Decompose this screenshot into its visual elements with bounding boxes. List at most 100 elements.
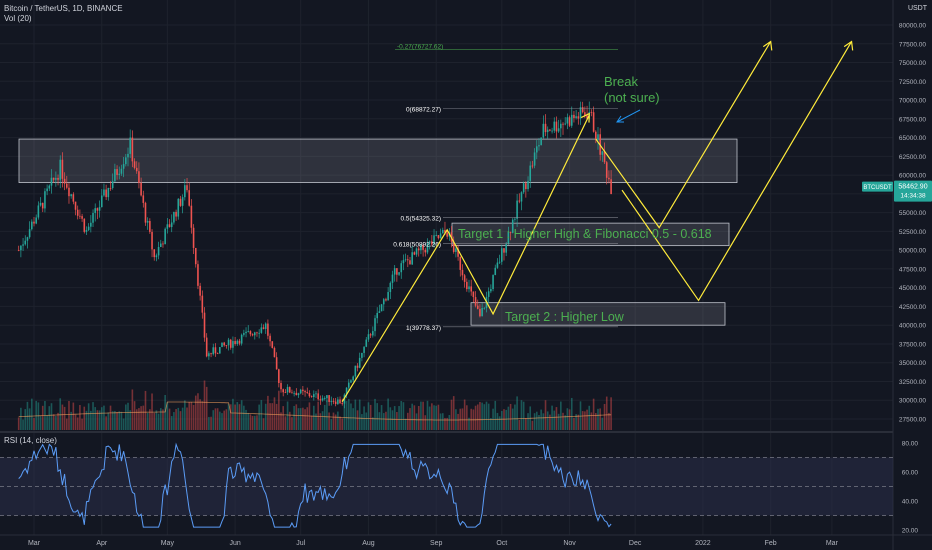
candle-body [122, 164, 125, 169]
volume-bar [199, 399, 201, 430]
candle-body [146, 221, 149, 223]
candle-body [223, 342, 225, 346]
symbol-title[interactable]: Bitcoin / TetherUS, 1D, BINANCE [4, 4, 123, 13]
volume-bar [509, 403, 512, 430]
volume-bar [448, 415, 451, 430]
candle-body [251, 334, 254, 336]
candle-body [501, 248, 503, 262]
volume-bar [334, 414, 337, 430]
candle-body [483, 307, 486, 309]
candle-body [221, 342, 223, 348]
candle-body [20, 245, 22, 251]
volume-bar [116, 412, 118, 430]
volume-bar [407, 412, 409, 430]
volume-bar [208, 416, 210, 430]
volume-bar [299, 408, 302, 430]
volume-bar [330, 419, 333, 430]
price-tick-label: 52500.00 [899, 229, 926, 236]
volume-bar [603, 403, 606, 430]
candle-body [175, 211, 177, 217]
candle-body [299, 389, 302, 394]
candle-body [288, 387, 291, 393]
volume-bar [41, 405, 44, 430]
volume-bar [105, 416, 107, 430]
candle-body [441, 229, 444, 234]
time-tick-label: Dec [629, 540, 642, 547]
volume-bar [96, 410, 99, 430]
candle-body [90, 222, 92, 227]
volume-bar [133, 401, 136, 430]
candle-body [52, 177, 55, 180]
candle-body [85, 229, 88, 232]
candle-body [468, 286, 470, 290]
candle-body [439, 233, 442, 239]
candle-body [529, 165, 532, 181]
volume-bar [350, 403, 352, 430]
candle-body [398, 272, 400, 275]
candle-body [201, 295, 204, 313]
candle-body [479, 308, 481, 317]
volume-bar [232, 398, 234, 430]
candle-body [264, 323, 267, 329]
volume-bar [332, 412, 335, 430]
rsi-line [18, 442, 612, 528]
candle-body [573, 114, 575, 119]
volume-bar [304, 409, 306, 430]
candle-body [247, 331, 250, 332]
volume-bar [129, 410, 131, 430]
candle-body [382, 299, 385, 305]
volume-bar [581, 411, 584, 430]
volume-bar [216, 408, 219, 430]
volume-bar [223, 410, 225, 430]
volume-bar [605, 396, 608, 430]
volume-bar [186, 407, 188, 430]
rsi-indicator-label[interactable]: RSI (14, close) [4, 436, 57, 445]
volume-bar [457, 413, 459, 430]
candle-body [597, 134, 599, 140]
volume-bar [258, 404, 260, 430]
candle-body [199, 285, 201, 296]
volume-indicator-label[interactable]: Vol (20) [4, 14, 32, 23]
candle-body [527, 180, 529, 190]
candle-body [205, 337, 208, 357]
candle-body [103, 189, 105, 196]
candle-body [192, 227, 195, 248]
volume-bar [538, 414, 540, 430]
candle-body [125, 157, 127, 165]
candle-body [26, 237, 29, 241]
volume-bar [275, 403, 278, 430]
candle-body [452, 241, 455, 252]
volume-bar [253, 415, 256, 430]
volume-bar [243, 405, 245, 430]
candle-body [111, 181, 114, 189]
candle-body [166, 224, 169, 229]
candle-body [61, 159, 64, 179]
candle-body [280, 383, 282, 390]
candle-body [149, 221, 151, 232]
volume-bar [127, 402, 129, 430]
price-tick-label: 37500.00 [899, 341, 926, 348]
candle-body [100, 195, 103, 208]
volume-bar [441, 413, 444, 430]
candle-body [282, 389, 285, 393]
time-tick-label: Mar [826, 540, 839, 547]
volume-bar [92, 402, 94, 430]
candle-body [190, 205, 193, 228]
ticker-badge [862, 181, 893, 192]
candle-body [260, 327, 263, 333]
candle-body [505, 243, 507, 253]
volume-bar [282, 406, 285, 430]
volume-bar [339, 416, 341, 430]
candle-body [286, 387, 289, 393]
candle-body [472, 291, 475, 298]
projection-arrowhead [762, 40, 773, 51]
candle-body [426, 243, 429, 253]
volume-bar [345, 401, 348, 430]
target-2-label: Target 2 : Higher Low [505, 310, 625, 324]
volume-bar [295, 404, 298, 430]
candle-body [514, 218, 516, 220]
candle-body [140, 182, 142, 196]
time-tick-label: Aug [362, 540, 375, 547]
